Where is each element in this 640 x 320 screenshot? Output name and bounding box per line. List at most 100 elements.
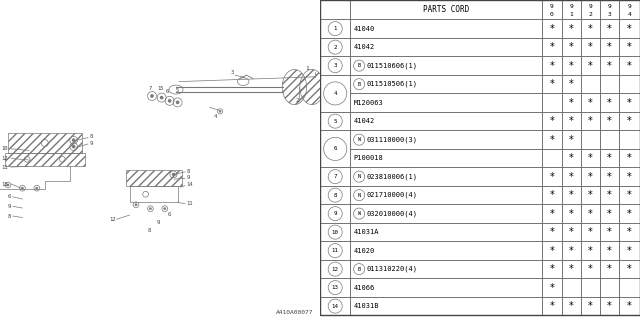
Bar [600,56,620,75]
Text: 41020: 41020 [354,248,375,254]
Text: 12: 12 [2,156,8,161]
Bar [600,186,620,204]
Text: 4: 4 [628,12,632,17]
Text: *: * [550,172,554,182]
Bar [320,223,351,241]
Text: *: * [607,61,612,71]
Bar [600,223,620,241]
Bar [600,297,620,316]
Bar [351,278,543,297]
Bar [581,131,600,149]
Text: 10: 10 [332,230,339,235]
Text: 0: 0 [550,12,554,17]
Bar [543,204,562,223]
Text: 1: 1 [333,26,337,31]
Bar [320,241,351,260]
Text: *: * [588,190,593,200]
Text: B: B [358,82,361,87]
Text: 6: 6 [333,147,337,151]
Bar [562,204,581,223]
Text: *: * [627,61,632,71]
Text: 011510606(1): 011510606(1) [366,62,417,69]
Text: *: * [588,153,593,163]
Bar [581,112,600,131]
Ellipse shape [160,96,163,99]
Text: *: * [550,61,554,71]
Bar [562,186,581,204]
Bar [543,223,562,241]
Bar [351,38,543,56]
Text: 4: 4 [214,114,217,119]
Text: *: * [627,116,632,126]
Bar [581,38,600,56]
Bar [351,56,543,75]
Bar [320,56,351,75]
Bar [320,38,351,56]
Text: W: W [358,137,361,142]
Text: B: B [358,63,361,68]
Text: 3: 3 [333,63,337,68]
Text: *: * [588,209,593,219]
Text: 9: 9 [628,4,632,9]
Ellipse shape [219,110,221,112]
Bar [562,20,581,38]
Bar [600,278,620,297]
Bar [600,131,620,149]
Text: *: * [569,264,573,274]
Text: 7: 7 [149,86,152,92]
Text: 9: 9 [333,211,337,216]
Bar [562,241,581,260]
Bar [620,75,640,93]
Bar [600,93,620,112]
Text: *: * [607,264,612,274]
Ellipse shape [149,208,152,210]
Text: *: * [627,98,632,108]
Text: 2: 2 [296,98,300,103]
Text: 11: 11 [2,164,8,170]
Bar [620,278,640,297]
Bar [562,112,581,131]
Text: 8: 8 [90,134,93,140]
Bar [620,131,640,149]
Text: 4: 4 [333,91,337,96]
Ellipse shape [168,99,172,102]
Text: 9: 9 [550,4,554,9]
Text: 41066: 41066 [354,284,375,291]
Text: 11: 11 [332,248,339,253]
Text: 13: 13 [2,181,8,187]
Text: *: * [627,227,632,237]
Bar [600,241,620,260]
Bar [600,112,620,131]
Text: *: * [588,24,593,34]
Ellipse shape [21,187,24,189]
Ellipse shape [7,184,9,186]
Text: 5: 5 [333,119,337,124]
Bar [600,38,620,56]
Bar [351,0,543,20]
Text: PARTS CORD: PARTS CORD [423,5,470,14]
Text: M120063: M120063 [354,100,383,106]
Bar [543,0,562,20]
Bar [562,149,581,167]
Bar [620,204,640,223]
Text: *: * [607,301,612,311]
Text: *: * [569,301,573,311]
Text: 011310220(4): 011310220(4) [366,266,417,272]
Text: 1: 1 [570,12,573,17]
Bar [320,0,351,20]
Bar [581,241,600,260]
Bar [620,223,640,241]
Text: *: * [569,209,573,219]
Bar [581,0,600,20]
Bar [581,56,600,75]
Bar [320,278,351,297]
Text: *: * [607,24,612,34]
Text: *: * [607,42,612,52]
Text: 41042: 41042 [354,44,375,50]
Bar [620,93,640,112]
Bar [351,112,543,131]
Text: *: * [550,283,554,292]
Bar [562,131,581,149]
Bar [562,0,581,20]
Bar [351,204,543,223]
